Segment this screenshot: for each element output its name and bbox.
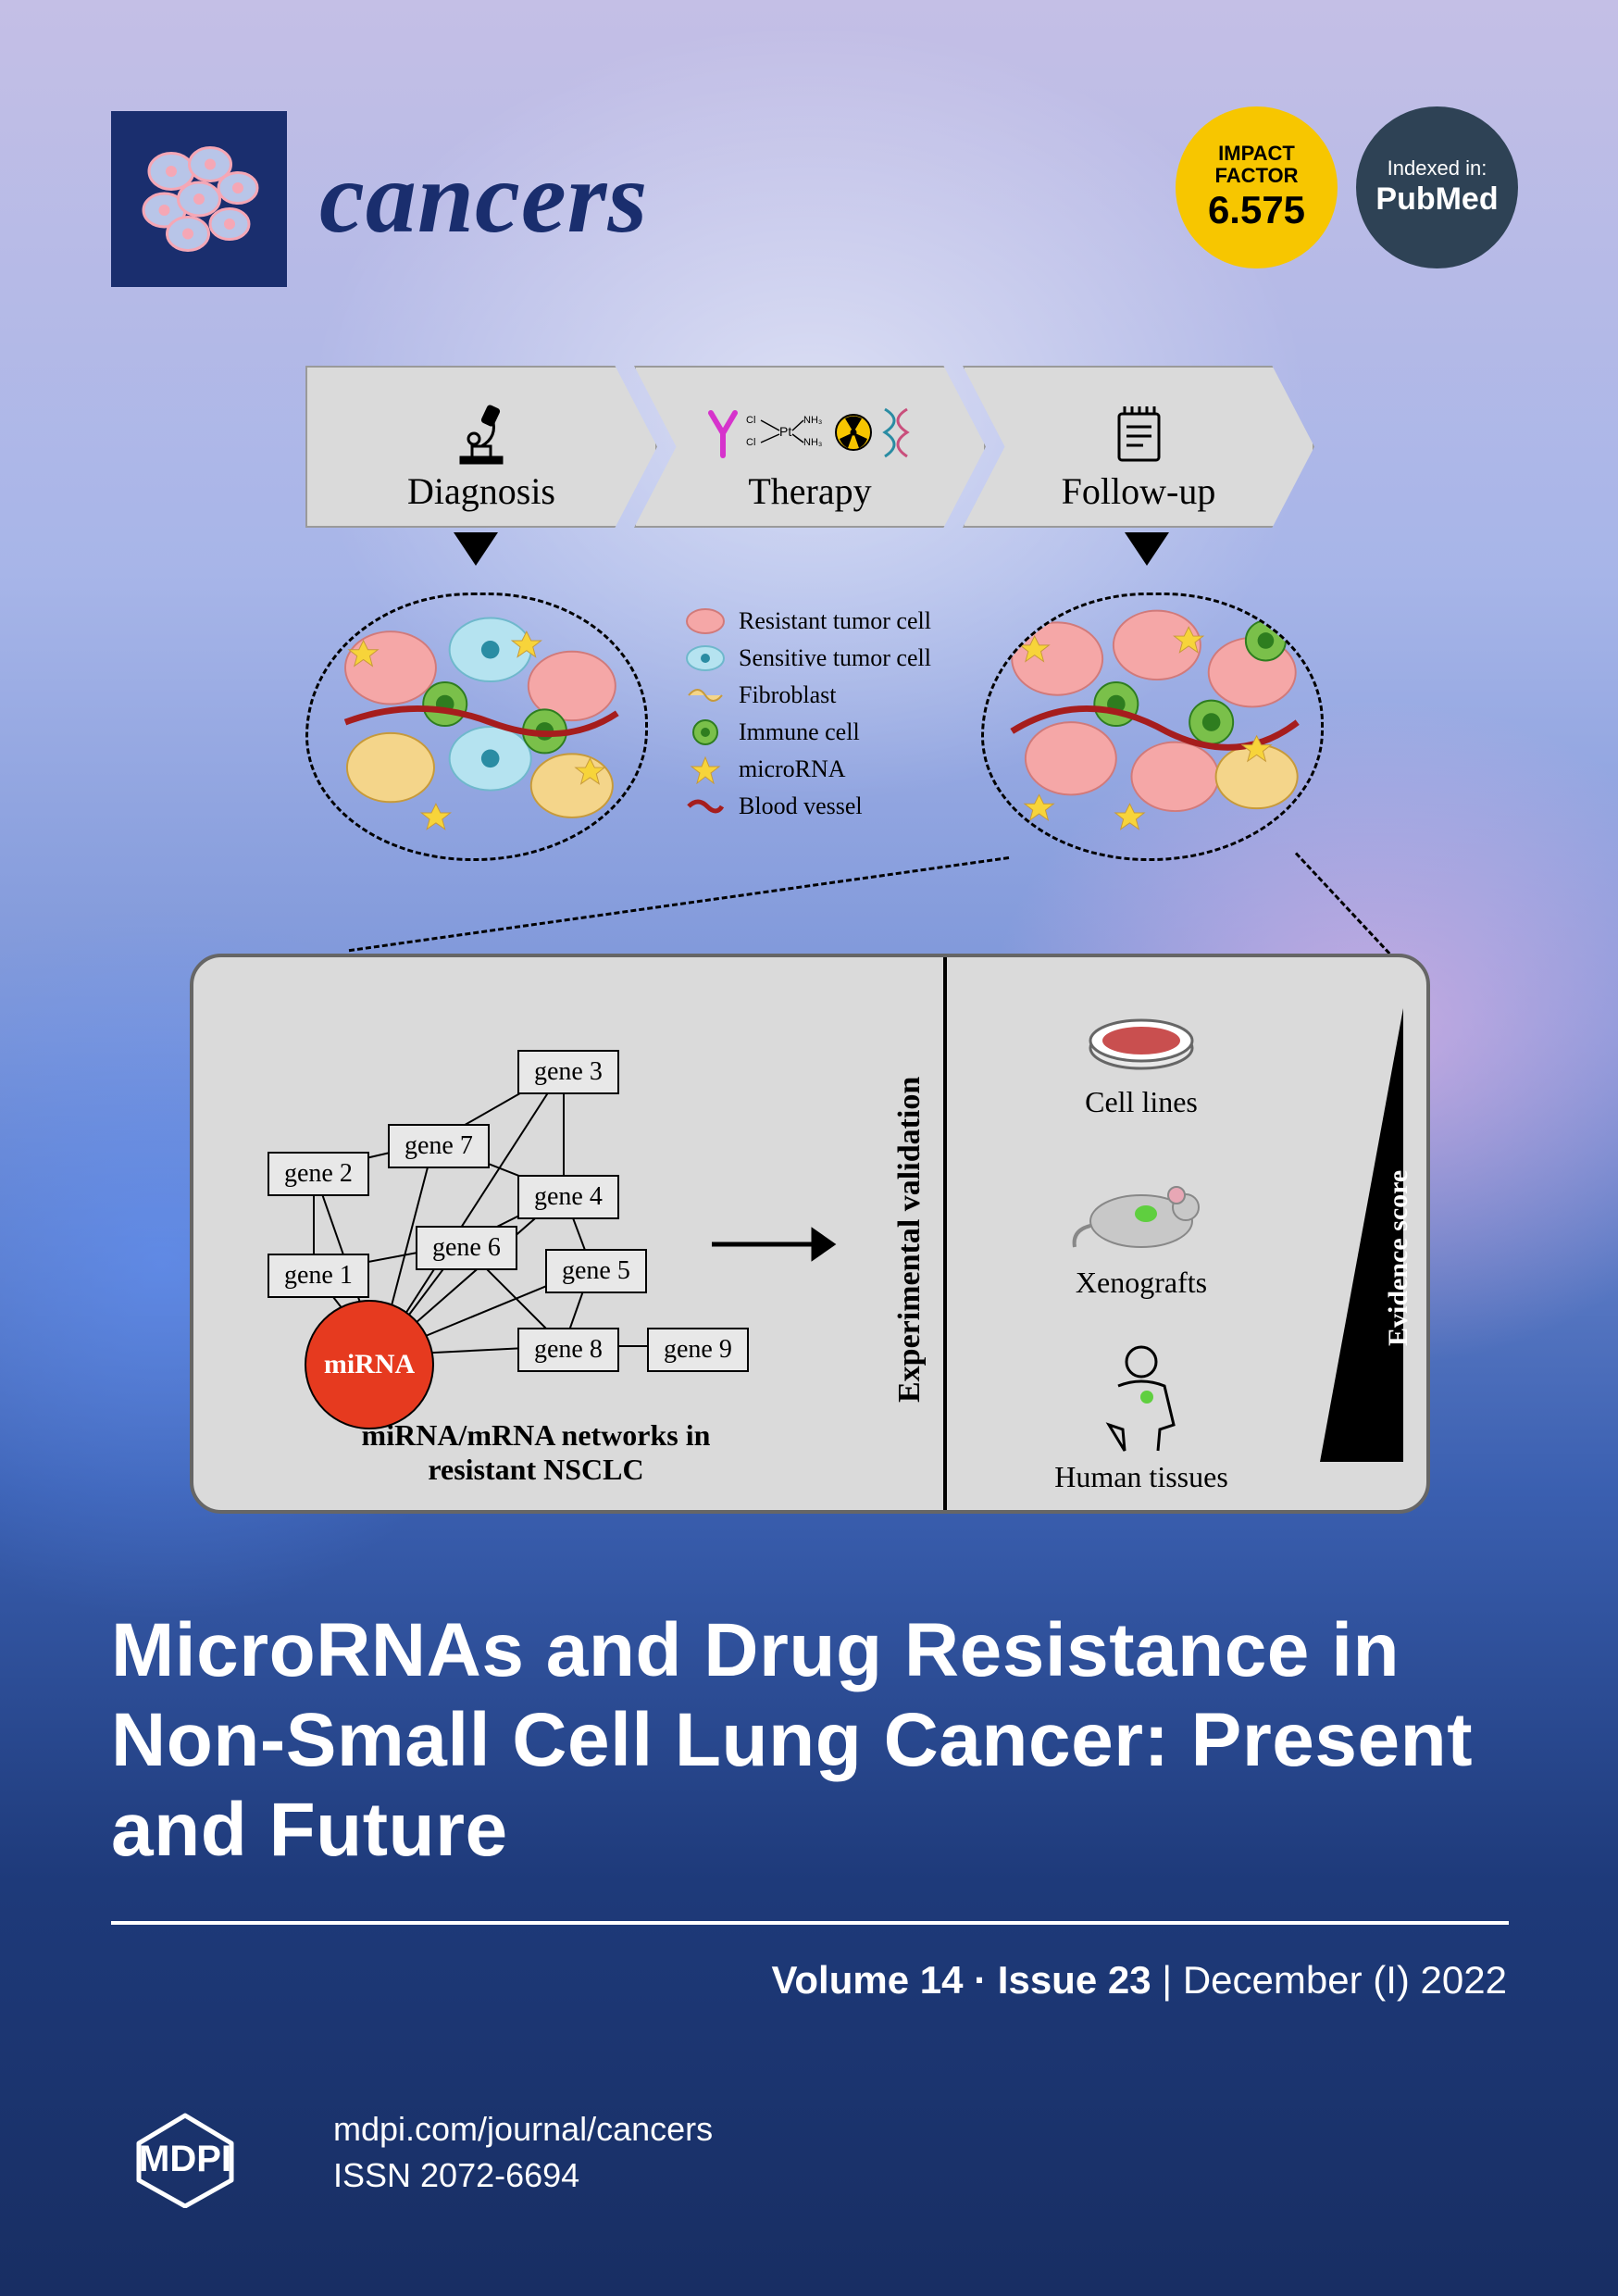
legend-item: Blood vessel <box>685 792 990 821</box>
panel-caption: miRNA/mRNA networks in resistant NSCLC <box>193 1418 878 1487</box>
network-pane: gene 3 gene 7 gene 2 gene 4 gene 6 gene … <box>193 957 878 1510</box>
gene-node: gene 4 <box>517 1175 619 1219</box>
arrow-down-icon <box>454 532 498 566</box>
human-icon <box>1086 1341 1197 1453</box>
legend-label: Resistant tumor cell <box>739 607 931 635</box>
petri-dish-icon <box>1081 1004 1201 1078</box>
legend-label: Fibroblast <box>739 681 836 709</box>
gene-node: gene 1 <box>268 1254 369 1298</box>
svg-text:Cl: Cl <box>746 437 755 448</box>
issue-line: Volume 14 · Issue 23 | December (I) 2022 <box>772 1958 1508 2003</box>
gene-node: gene 2 <box>268 1152 369 1196</box>
article-title: MicroRNAs and Drug Resistance in Non-Sma… <box>111 1606 1509 1875</box>
dna-icon <box>877 407 915 458</box>
footer-text: mdpi.com/journal/cancers ISSN 2072-6694 <box>333 2106 713 2200</box>
arrow-down-icon <box>1125 532 1169 566</box>
legend-item: Immune cell <box>685 718 990 747</box>
step-label: Follow-up <box>1062 469 1216 513</box>
step-label: Therapy <box>748 469 871 513</box>
evidence-label: Evidence score <box>1383 1082 1414 1434</box>
cancer-cells-icon <box>130 130 268 268</box>
gene-node: gene 7 <box>388 1124 490 1168</box>
journal-logo <box>111 111 287 287</box>
step-therapy: Cl Cl NH₃ NH₃ Pt <box>634 366 986 528</box>
impact-label-2: FACTOR <box>1214 165 1298 186</box>
validation-label: Cell lines <box>1002 1085 1280 1119</box>
impact-label-1: IMPACT <box>1218 143 1295 164</box>
validation-item: Cell lines <box>1002 1004 1280 1119</box>
legend-item: microRNA <box>685 755 990 784</box>
chemo-icon: Cl Cl NH₃ NH₃ Pt <box>746 405 829 460</box>
indexed-db: PubMed <box>1375 181 1498 218</box>
tumor-pre <box>305 593 648 861</box>
antibody-icon <box>705 407 741 458</box>
svg-text:NH₃: NH₃ <box>803 437 822 448</box>
experimental-validation-label: Experimental validation <box>892 1004 927 1476</box>
validation-item: Human tissues <box>1002 1341 1280 1494</box>
microscope-icon <box>454 400 509 465</box>
journal-url: mdpi.com/journal/cancers <box>333 2106 713 2152</box>
step-diagnosis: Diagnosis <box>305 366 657 528</box>
title-divider <box>111 1921 1509 1925</box>
radiation-icon <box>835 414 872 451</box>
journal-name: cancers <box>319 139 648 256</box>
svg-text:NH₃: NH₃ <box>803 415 822 426</box>
step-followup: Follow-up <box>963 366 1314 528</box>
legend-item: Resistant tumor cell <box>685 606 990 636</box>
indexed-badge: Indexed in: PubMed <box>1356 106 1518 268</box>
validation-label: Human tissues <box>1002 1460 1280 1494</box>
tumor-post <box>981 593 1324 861</box>
svg-text:MDPI: MDPI <box>139 2139 231 2179</box>
gene-node: gene 6 <box>416 1226 517 1270</box>
legend-label: Sensitive tumor cell <box>739 644 931 672</box>
legend-label: Blood vessel <box>739 792 863 820</box>
zoom-line <box>349 856 1009 952</box>
publisher-logo: MDPI <box>111 2097 296 2208</box>
gene-node: gene 5 <box>545 1249 647 1293</box>
notepad-icon <box>1114 403 1164 463</box>
svg-text:Cl: Cl <box>746 415 755 426</box>
mirna-node: miRNA <box>305 1300 434 1429</box>
workflow-steps: Diagnosis Cl Cl NH₃ NH₃ Pt <box>305 366 1314 528</box>
validation-pane: Cell lines Xenografts <box>947 957 1426 1510</box>
impact-factor-badge: IMPACT FACTOR 6.575 <box>1176 106 1338 268</box>
validation-item: Xenografts <box>1002 1175 1280 1300</box>
legend: Resistant tumor cell Sensitive tumor cel… <box>685 606 990 829</box>
step-label: Diagnosis <box>407 469 555 513</box>
gene-node: gene 3 <box>517 1050 619 1094</box>
analysis-panel: gene 3 gene 7 gene 2 gene 4 gene 6 gene … <box>190 954 1430 1514</box>
indexed-label: Indexed in: <box>1388 157 1487 179</box>
impact-value: 6.575 <box>1208 188 1305 232</box>
svg-text:Pt: Pt <box>779 424 791 439</box>
evidence-triangle: Evidence score <box>1320 1008 1403 1462</box>
gene-node: gene 8 <box>517 1328 619 1372</box>
validation-label: Xenografts <box>1002 1266 1280 1300</box>
gene-node: gene 9 <box>647 1328 749 1372</box>
legend-item: Fibroblast <box>685 680 990 710</box>
mouse-icon <box>1067 1175 1215 1258</box>
legend-item: Sensitive tumor cell <box>685 643 990 673</box>
issn: ISSN 2072-6694 <box>333 2152 713 2199</box>
legend-label: microRNA <box>739 755 846 783</box>
legend-label: Immune cell <box>739 718 860 746</box>
